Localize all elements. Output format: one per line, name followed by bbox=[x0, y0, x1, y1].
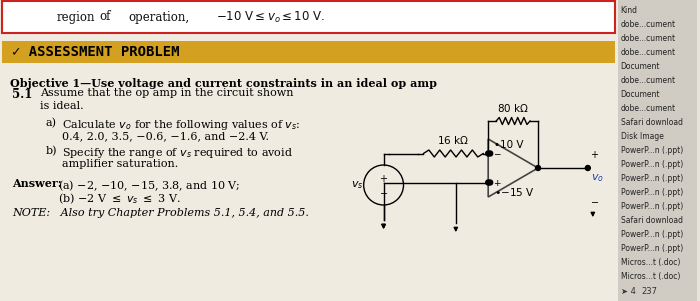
Text: 237: 237 bbox=[642, 287, 657, 296]
Circle shape bbox=[488, 180, 493, 185]
Text: PowerP...n (.ppt): PowerP...n (.ppt) bbox=[621, 244, 683, 253]
Text: $-$: $-$ bbox=[494, 148, 502, 157]
Bar bbox=[0, 0, 617, 301]
Text: Assume that the op amp in the circuit shown: Assume that the op amp in the circuit sh… bbox=[40, 88, 293, 98]
Text: Specify the range of $v_s$ required to avoid: Specify the range of $v_s$ required to a… bbox=[62, 146, 293, 160]
Text: 5.1: 5.1 bbox=[12, 88, 32, 101]
Text: PowerP...n (.ppt): PowerP...n (.ppt) bbox=[621, 230, 683, 239]
Text: Document: Document bbox=[621, 62, 660, 71]
Text: dobe...cument: dobe...cument bbox=[621, 34, 676, 43]
Text: $+$: $+$ bbox=[590, 150, 599, 160]
Text: PowerP...n (.ppt): PowerP...n (.ppt) bbox=[621, 174, 683, 183]
Text: Disk Image: Disk Image bbox=[621, 132, 664, 141]
Text: is ideal.: is ideal. bbox=[40, 101, 83, 111]
Text: $-$: $-$ bbox=[379, 187, 388, 197]
Text: •10 V: •10 V bbox=[494, 141, 524, 150]
Text: PowerP...n (.ppt): PowerP...n (.ppt) bbox=[621, 146, 683, 155]
Text: (b) $-$2 V $\leq$ $v_s$ $\leq$ 3 V.: (b) $-$2 V $\leq$ $v_s$ $\leq$ 3 V. bbox=[58, 191, 181, 206]
Text: ➤ 4: ➤ 4 bbox=[621, 287, 636, 296]
Text: dobe...cument: dobe...cument bbox=[621, 48, 676, 57]
Text: 16 k$\Omega$: 16 k$\Omega$ bbox=[438, 134, 469, 145]
Bar bbox=[2, 41, 615, 63]
Text: Objective 1—Use voltage and current constraints in an ideal op amp: Objective 1—Use voltage and current cons… bbox=[10, 78, 437, 89]
Circle shape bbox=[585, 166, 590, 170]
Text: Answer:: Answer: bbox=[12, 178, 62, 189]
Text: Micros...t (.doc): Micros...t (.doc) bbox=[621, 258, 680, 267]
Circle shape bbox=[536, 166, 540, 170]
Text: a): a) bbox=[46, 118, 57, 128]
Text: (a) $-$2, $-$10, $-$15, 3.8, and 10 V;: (a) $-$2, $-$10, $-$15, 3.8, and 10 V; bbox=[58, 178, 240, 193]
Text: b): b) bbox=[46, 146, 57, 156]
Text: $-$: $-$ bbox=[590, 196, 599, 206]
Text: PowerP...n (.ppt): PowerP...n (.ppt) bbox=[621, 202, 683, 211]
Text: amplifier saturation.: amplifier saturation. bbox=[62, 159, 178, 169]
Text: ✓ ASSESSMENT PROBLEM: ✓ ASSESSMENT PROBLEM bbox=[12, 45, 179, 59]
Text: Document: Document bbox=[621, 90, 660, 99]
Text: dobe...cument: dobe...cument bbox=[621, 104, 676, 113]
Text: $-10\ \mathrm{V} \leq v_o \leq 10\ \mathrm{V}.$: $-10\ \mathrm{V} \leq v_o \leq 10\ \math… bbox=[216, 9, 326, 25]
Bar bbox=[617, 0, 697, 301]
Circle shape bbox=[486, 151, 491, 156]
Text: $v_o$: $v_o$ bbox=[591, 172, 604, 184]
Text: PowerP...n (.ppt): PowerP...n (.ppt) bbox=[621, 188, 683, 197]
Text: $+$: $+$ bbox=[494, 178, 502, 188]
Text: Calculate $v_o$ for the following values of $v_s$:: Calculate $v_o$ for the following values… bbox=[62, 118, 300, 132]
Text: dobe...cument: dobe...cument bbox=[621, 20, 676, 29]
Text: Kind: Kind bbox=[621, 6, 638, 15]
Text: operation,: operation, bbox=[129, 11, 190, 23]
Text: region: region bbox=[57, 11, 95, 23]
Text: 80 k$\Omega$: 80 k$\Omega$ bbox=[497, 102, 529, 114]
Text: PowerP...n (.ppt): PowerP...n (.ppt) bbox=[621, 160, 683, 169]
Circle shape bbox=[486, 180, 491, 185]
Bar bbox=[2, 1, 615, 33]
Text: of: of bbox=[99, 11, 111, 23]
Text: dobe...cument: dobe...cument bbox=[621, 76, 676, 85]
Text: Safari download: Safari download bbox=[621, 216, 682, 225]
Text: 0.4, 2.0, 3.5, −0.6, −1.6, and −2.4 V.: 0.4, 2.0, 3.5, −0.6, −1.6, and −2.4 V. bbox=[62, 131, 269, 141]
Text: Safari download: Safari download bbox=[621, 118, 682, 127]
Text: NOTE:   Also try Chapter Problems 5.1, 5.4, and 5.5.: NOTE: Also try Chapter Problems 5.1, 5.4… bbox=[12, 208, 309, 218]
Text: $+$: $+$ bbox=[379, 172, 388, 184]
Text: $\bullet$$-$15 V: $\bullet$$-$15 V bbox=[494, 187, 535, 198]
Circle shape bbox=[488, 151, 493, 156]
Text: $v_s$: $v_s$ bbox=[351, 179, 364, 191]
Text: Micros...t (.doc): Micros...t (.doc) bbox=[621, 272, 680, 281]
